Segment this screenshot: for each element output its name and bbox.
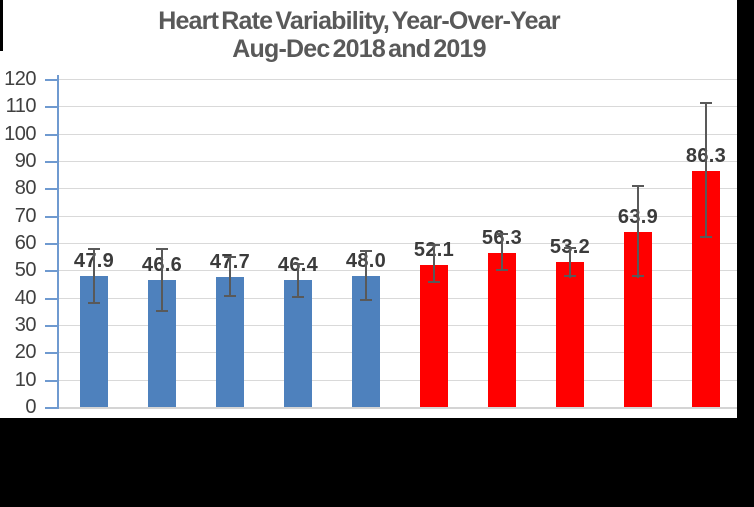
y-gridline xyxy=(57,79,738,80)
y-tick-label: 70 xyxy=(14,205,37,227)
y-gridline xyxy=(57,325,738,326)
y-axis-tick xyxy=(45,325,57,327)
error-bar-cap-bottom xyxy=(156,310,168,312)
error-bar xyxy=(297,263,299,298)
y-tick-label: 40 xyxy=(14,287,37,309)
y-axis-tick xyxy=(45,216,57,218)
bar xyxy=(420,265,448,407)
error-bar-cap-bottom xyxy=(224,295,236,297)
y-tick-label: 120 xyxy=(4,68,36,90)
error-bar-cap-top xyxy=(564,247,576,249)
error-bar-cap-bottom xyxy=(700,236,712,238)
y-axis-tick xyxy=(45,134,57,136)
y-tick-label: 50 xyxy=(14,259,37,281)
error-bar-cap-bottom xyxy=(496,269,508,271)
chart-title: Heart Rate Variability, Year-Over-Year A… xyxy=(0,7,718,63)
chart-title-line1: Heart Rate Variability, Year-Over-Year xyxy=(158,7,560,35)
error-bar xyxy=(365,250,367,301)
bar xyxy=(216,277,244,407)
y-gridline xyxy=(57,243,738,244)
y-tick-label: 30 xyxy=(14,314,37,336)
y-gridline xyxy=(57,134,738,135)
y-axis-line xyxy=(57,75,59,409)
error-bar-cap-bottom xyxy=(428,281,440,283)
error-bar-cap-top xyxy=(292,263,304,265)
x-axis-line xyxy=(57,407,738,409)
y-tick-label: 110 xyxy=(5,95,37,117)
y-axis-tick xyxy=(45,243,57,245)
redaction-bar-right xyxy=(737,0,754,507)
y-gridline xyxy=(57,352,738,353)
y-axis-tick xyxy=(45,352,57,354)
chart-title-line2: Aug-Dec 2018 and 2019 xyxy=(232,35,486,63)
error-bar-cap-top xyxy=(428,244,440,246)
error-bar-cap-bottom xyxy=(292,296,304,298)
error-bar-cap-top xyxy=(88,248,100,250)
y-gridline xyxy=(57,106,738,107)
y-tick-label: 100 xyxy=(4,123,36,145)
y-gridline xyxy=(57,161,738,162)
y-gridline xyxy=(57,216,738,217)
y-tick-label: 0 xyxy=(25,396,36,418)
redaction-line-top-left xyxy=(0,0,3,51)
y-tick-label: 10 xyxy=(14,369,37,391)
error-bar-cap-top xyxy=(496,233,508,235)
error-bar-cap-top xyxy=(156,248,168,250)
y-tick-label: 60 xyxy=(14,232,37,254)
error-bar-cap-top xyxy=(224,256,236,258)
y-tick-label: 20 xyxy=(14,341,37,363)
error-bar xyxy=(433,244,435,282)
error-bar-cap-top xyxy=(700,102,712,104)
redaction-bar-bottom xyxy=(0,418,754,507)
error-bar-cap-top xyxy=(632,185,644,187)
error-bar xyxy=(229,256,231,296)
error-bar xyxy=(93,248,95,304)
y-axis-tick xyxy=(45,380,57,382)
y-gridline xyxy=(57,270,738,271)
error-bar-cap-top xyxy=(360,250,372,252)
bar xyxy=(556,262,584,407)
y-axis-tick xyxy=(45,270,57,272)
bar xyxy=(488,253,516,407)
error-bar xyxy=(637,185,639,278)
error-bar xyxy=(569,247,571,278)
y-axis-tick xyxy=(45,298,57,300)
y-gridline xyxy=(57,298,738,299)
y-axis-tick xyxy=(45,407,57,409)
y-tick-label: 80 xyxy=(14,177,37,199)
y-gridline xyxy=(57,188,738,189)
y-axis-tick xyxy=(45,79,57,81)
bar xyxy=(284,280,312,407)
y-axis-tick xyxy=(45,161,57,163)
y-axis-tick xyxy=(45,188,57,190)
error-bar-cap-bottom xyxy=(632,275,644,277)
error-bar-cap-bottom xyxy=(564,275,576,277)
y-gridline xyxy=(57,380,738,381)
error-bar xyxy=(705,102,707,238)
y-axis-tick xyxy=(45,106,57,108)
y-tick-label: 90 xyxy=(14,150,37,172)
error-bar-cap-bottom xyxy=(360,299,372,301)
error-bar-cap-bottom xyxy=(88,302,100,304)
error-bar xyxy=(161,248,163,312)
error-bar xyxy=(501,233,503,271)
